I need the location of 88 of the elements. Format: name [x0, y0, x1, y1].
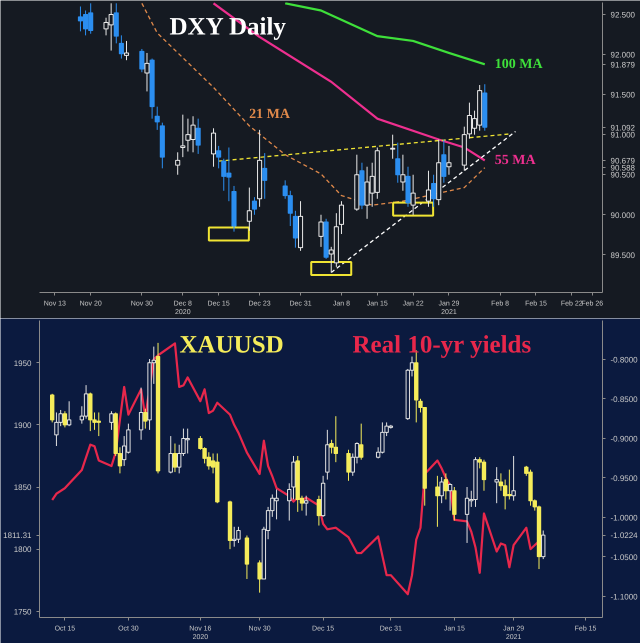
- candlestick: [143, 408, 148, 430]
- y2-tick-label: -1.0224: [610, 531, 638, 540]
- candlestick: [446, 145, 452, 176]
- y2-tick-label: -0.9000: [610, 434, 638, 444]
- candlestick: [441, 138, 446, 184]
- candlestick: [257, 560, 262, 594]
- candlestick: [494, 466, 499, 504]
- y-tick-label: 1900: [14, 420, 32, 430]
- y-tick-label: 91.879: [610, 60, 636, 70]
- candlestick: [292, 210, 298, 248]
- candlestick: [410, 174, 416, 216]
- candlestick: [426, 170, 432, 208]
- candlestick: [318, 214, 324, 248]
- y-tick-label: 92.500: [610, 10, 636, 20]
- candlestick: [154, 106, 160, 130]
- candlestick: [464, 486, 470, 544]
- y-tick-label: 90.000: [610, 210, 636, 220]
- candlestick: [54, 412, 59, 447]
- candlestick: [185, 428, 190, 454]
- y-tick-label: 1800: [14, 545, 32, 554]
- y-tick-label: 1750: [14, 607, 32, 616]
- y-tick-label: 1950: [14, 358, 32, 368]
- line-series: [284, 2, 486, 66]
- candlestick: [435, 475, 440, 528]
- candlestick: [210, 128, 216, 168]
- candlestick: [236, 526, 241, 544]
- candlestick: [84, 384, 88, 420]
- candlestick: [175, 152, 180, 176]
- y2-tick-label: -1.0500: [610, 552, 638, 562]
- candlestick: [400, 154, 406, 192]
- candlestick: [304, 495, 308, 516]
- candlestick: [395, 142, 400, 184]
- y-tick-label: 90.500: [610, 170, 636, 180]
- y2-tick-label: -0.9500: [610, 474, 638, 483]
- y2-tick-label: -1.1000: [610, 592, 638, 602]
- y-tick-label: 89.500: [610, 250, 636, 260]
- candlestick: [232, 526, 236, 548]
- text: Real 10-yr yields: [352, 332, 532, 358]
- candlestick: [431, 174, 436, 208]
- y-tick-label: 92.000: [610, 50, 636, 60]
- candlestick: [511, 455, 516, 502]
- candlestick: [172, 443, 178, 473]
- candlestick: [196, 118, 201, 154]
- annotation: 55 MA: [494, 152, 536, 168]
- candlestick: [96, 412, 101, 437]
- candlestick: [206, 452, 212, 470]
- candlestick: [316, 495, 322, 526]
- candlestick: [262, 152, 268, 200]
- candlestick: [274, 489, 279, 520]
- series-label: XAUUSD: [180, 332, 284, 358]
- candlestick: [439, 476, 444, 504]
- candlestick: [139, 48, 144, 73]
- candlestick: [62, 410, 68, 428]
- y-tick-label: 1811.31: [3, 531, 32, 540]
- candlestick: [124, 40, 130, 61]
- candlestick: [359, 423, 364, 460]
- y-tick-label: 1850: [14, 483, 32, 492]
- candlestick: [338, 200, 344, 235]
- y2-tick-label: -0.8000: [610, 355, 638, 364]
- candlestick: [252, 196, 258, 216]
- annotation: 21 MA: [249, 107, 291, 122]
- y2-tick-label: -1.0000: [610, 513, 638, 522]
- candlestick: [346, 449, 351, 482]
- candlestick: [180, 114, 186, 158]
- candlestick: [246, 187, 252, 232]
- candlestick: [216, 145, 222, 169]
- candlestick: [507, 469, 512, 500]
- candlestick: [138, 387, 144, 440]
- y-tick-label: 90.679: [610, 156, 636, 166]
- y-tick-label: 91.092: [610, 123, 636, 132]
- candlestick: [109, 410, 114, 430]
- candlestick: [334, 416, 338, 463]
- candlestick: [448, 482, 452, 512]
- candlestick: [541, 530, 546, 560]
- candlestick: [66, 400, 72, 427]
- annotation: 100 MA: [494, 56, 544, 72]
- candlestick: [168, 436, 173, 474]
- candlestick: [114, 2, 119, 44]
- line-series: [141, 2, 486, 206]
- candlestick: [118, 34, 124, 60]
- y-tick-label: 91.500: [610, 90, 636, 100]
- y2-tick-label: -0.8500: [610, 394, 638, 404]
- y-tick-label: 91.000: [610, 130, 636, 140]
- candlestick: [452, 486, 457, 522]
- candlestick: [444, 472, 448, 500]
- candlestick: [482, 459, 486, 492]
- candlestick: [144, 52, 150, 92]
- y-tick-label: 90.588: [610, 164, 636, 173]
